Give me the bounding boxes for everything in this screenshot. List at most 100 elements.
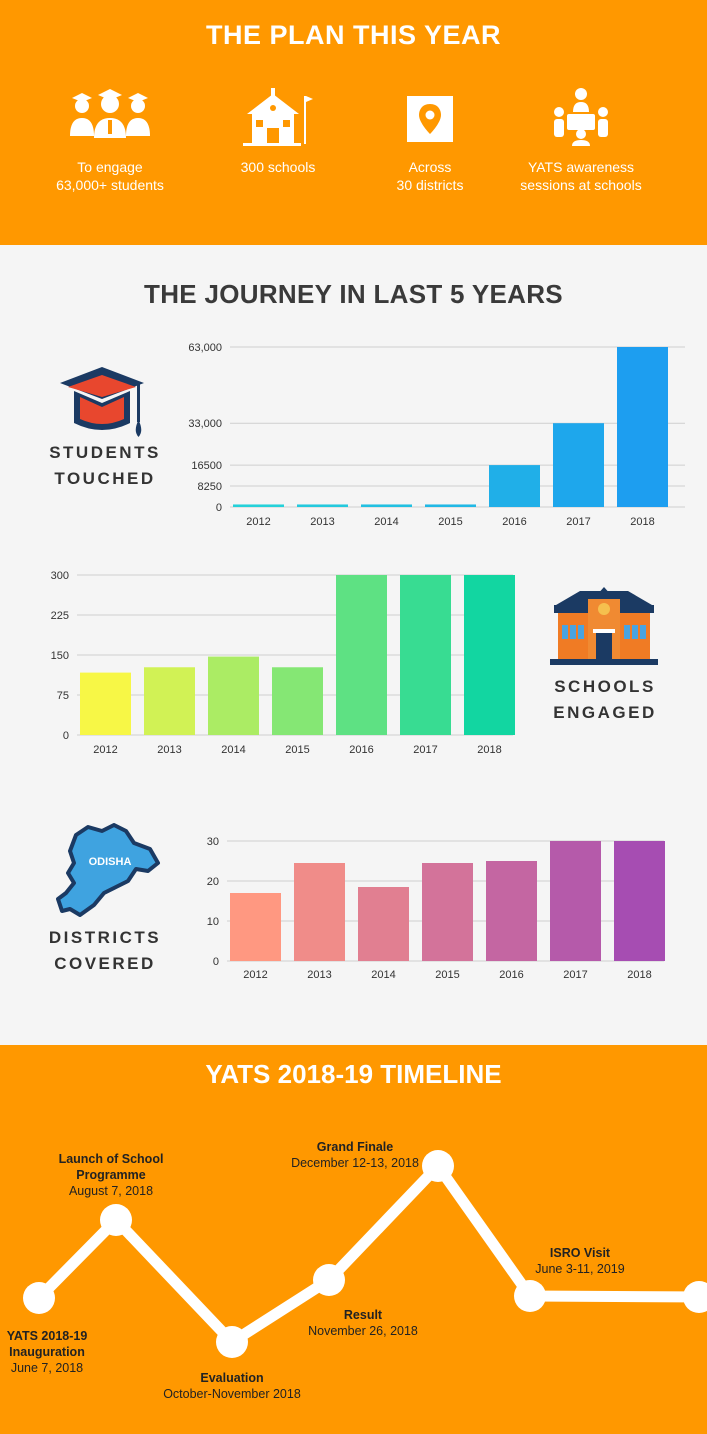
event-date: October-November 2018 bbox=[163, 1387, 301, 1401]
timeline-node bbox=[514, 1280, 546, 1312]
schools-engaged-label: SCHOOLS ENGAGED bbox=[553, 677, 657, 722]
y-tick-label: 150 bbox=[51, 650, 69, 662]
y-tick-label: 0 bbox=[63, 730, 69, 742]
plan-item-text: To engage 63,000+ students bbox=[56, 159, 164, 193]
timeline-node bbox=[100, 1204, 132, 1236]
y-tick-label: 0 bbox=[213, 956, 219, 968]
y-tick-label: 10 bbox=[207, 916, 219, 928]
x-tick-label: 2014 bbox=[221, 744, 245, 756]
bar-2013 bbox=[294, 863, 345, 961]
timeline-node bbox=[23, 1282, 55, 1314]
bar-2014 bbox=[361, 504, 412, 507]
timeline-event-inauguration: YATS 2018-19 Inauguration June 7, 2018 bbox=[0, 1328, 106, 1376]
y-tick-label: 0 bbox=[216, 502, 222, 514]
odisha-map-icon: ODISHA bbox=[54, 823, 164, 922]
y-tick-label: 8250 bbox=[198, 481, 222, 493]
timeline-node bbox=[216, 1326, 248, 1358]
event-title: YATS 2018-19 Inauguration bbox=[6, 1329, 88, 1359]
location-pin-icon bbox=[345, 88, 515, 158]
plan-item-text: Across 30 districts bbox=[396, 159, 464, 193]
plan-item-students: To engage 63,000+ students bbox=[25, 88, 195, 194]
map-label: ODISHA bbox=[89, 856, 132, 868]
timeline-event-isro-visit: ISRO Visit June 3-11, 2019 bbox=[530, 1245, 630, 1277]
timeline-event-evaluation: Evaluation October-November 2018 bbox=[152, 1370, 312, 1402]
event-date: June 7, 2018 bbox=[10, 1361, 84, 1375]
event-title: Evaluation bbox=[200, 1371, 264, 1385]
bar-2018 bbox=[617, 347, 668, 507]
x-tick-label: 2016 bbox=[349, 744, 373, 756]
students-icon bbox=[25, 88, 195, 158]
bar-2013 bbox=[144, 667, 195, 735]
y-tick-label: 20 bbox=[207, 876, 219, 888]
event-date: December 12-13, 2018 bbox=[291, 1156, 419, 1170]
timeline-node bbox=[313, 1264, 345, 1296]
plan-item-text: 300 schools bbox=[240, 159, 316, 175]
bar-2017 bbox=[550, 841, 601, 961]
plan-item-schools: 300 schools bbox=[193, 88, 363, 176]
bar-2012 bbox=[80, 672, 131, 735]
awareness-session-icon bbox=[496, 88, 666, 158]
x-tick-label: 2018 bbox=[477, 744, 501, 756]
bar-2018 bbox=[464, 575, 515, 735]
x-tick-label: 2016 bbox=[499, 969, 523, 981]
x-tick-label: 2017 bbox=[566, 516, 590, 528]
x-tick-label: 2013 bbox=[307, 969, 331, 981]
journey-section: THE JOURNEY IN LAST 5 YEARS STUDENTS TOU… bbox=[0, 245, 707, 1045]
journey-title: THE JOURNEY IN LAST 5 YEARS bbox=[144, 279, 563, 309]
bar-2016 bbox=[336, 575, 387, 735]
y-tick-label: 63,000 bbox=[188, 342, 222, 354]
students-chart-svg: 0 8250 16500 33,000 63,000 2012 2013 2014 2015 20… bbox=[188, 342, 685, 528]
bar-2016 bbox=[486, 861, 537, 961]
timeline-event-grand-finale: Grand Finale December 12-13, 2018 bbox=[281, 1139, 429, 1171]
schools-engaged-icon bbox=[550, 585, 658, 670]
event-date: August 7, 2018 bbox=[68, 1184, 154, 1198]
y-tick-label: 75 bbox=[57, 690, 69, 702]
x-tick-label: 2014 bbox=[374, 516, 398, 528]
x-tick-label: 2015 bbox=[438, 516, 462, 528]
event-title: Grand Finale bbox=[316, 1140, 394, 1154]
x-tick-label: 2017 bbox=[563, 969, 587, 981]
bar-2015 bbox=[422, 863, 473, 961]
x-tick-label: 2015 bbox=[285, 744, 309, 756]
plan-item-sessions: YATS awareness sessions at schools bbox=[496, 88, 666, 194]
bar-2017 bbox=[400, 575, 451, 735]
timeline-section: YATS 2018-19 TIMELINE YATS 2018-19 Inaug… bbox=[0, 1045, 707, 1434]
event-date: November 26, 2018 bbox=[308, 1324, 418, 1338]
y-tick-label: 300 bbox=[51, 570, 69, 582]
x-tick-label: 2018 bbox=[627, 969, 651, 981]
x-tick-label: 2012 bbox=[93, 744, 117, 756]
bar-2012 bbox=[233, 504, 284, 507]
plan-item-text: YATS awareness sessions at schools bbox=[520, 159, 642, 193]
x-tick-label: 2016 bbox=[502, 516, 526, 528]
event-title: Result bbox=[343, 1308, 383, 1322]
bar-2015 bbox=[272, 667, 323, 735]
x-tick-label: 2017 bbox=[413, 744, 437, 756]
event-title: Launch of School Programme bbox=[58, 1152, 164, 1182]
event-title: ISRO Visit bbox=[549, 1246, 611, 1260]
x-tick-label: 2013 bbox=[157, 744, 181, 756]
districts-covered-label: DISTRICTS COVERED bbox=[48, 928, 162, 973]
bar-2018 bbox=[614, 841, 665, 961]
timeline-title: YATS 2018-19 TIMELINE bbox=[205, 1059, 502, 1089]
timeline-path bbox=[23, 1150, 707, 1358]
y-tick-label: 30 bbox=[207, 836, 219, 848]
students-touched-label: STUDENTS TOUCHED bbox=[49, 443, 161, 488]
bar-2015 bbox=[425, 504, 476, 507]
timeline-event-launch: Launch of School Programme August 7, 201… bbox=[48, 1151, 174, 1199]
y-tick-label: 16500 bbox=[191, 460, 222, 472]
x-tick-label: 2018 bbox=[630, 516, 654, 528]
y-tick-label: 33,000 bbox=[188, 418, 222, 430]
x-tick-label: 2013 bbox=[310, 516, 334, 528]
timeline-node bbox=[683, 1281, 707, 1313]
bar-2012 bbox=[230, 893, 281, 961]
plan-item-districts: Across 30 districts bbox=[345, 88, 515, 194]
x-tick-label: 2012 bbox=[243, 969, 267, 981]
bar-2016 bbox=[489, 465, 540, 507]
bar-2014 bbox=[358, 887, 409, 961]
districts-chart-svg: 0 10 20 30 2012 2013 2014 2015 2016 2017 2018 bbox=[207, 836, 665, 981]
x-tick-label: 2012 bbox=[246, 516, 270, 528]
districts-chart: 0 10 20 30 2012 2013 2014 2015 2016 2017 2018 bbox=[175, 831, 675, 991]
timeline-event-result: Result November 26, 2018 bbox=[297, 1307, 429, 1339]
y-tick-label: 225 bbox=[51, 610, 69, 622]
plan-title: THE PLAN THIS YEAR bbox=[205, 20, 502, 50]
